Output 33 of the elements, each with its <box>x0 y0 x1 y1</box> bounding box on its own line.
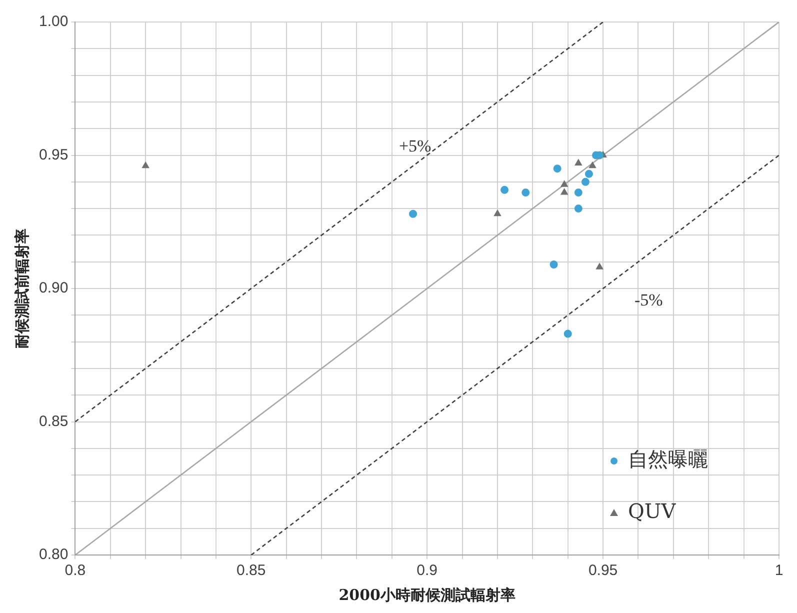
y-axis-title: 耐候測試前輻射率 <box>12 228 31 348</box>
point <box>588 162 596 168</box>
annotation: +5% <box>398 136 432 156</box>
point <box>494 210 502 216</box>
y-tick-label: 0.85 <box>38 412 68 430</box>
y-tick-label: 0.95 <box>38 146 68 164</box>
x-tick-label: 0.85 <box>236 562 266 580</box>
point <box>560 188 568 195</box>
x-axis-title: 2000小時耐候測試輻射率 <box>338 586 516 604</box>
point <box>574 188 582 197</box>
point <box>574 204 582 213</box>
y-tick-label: 1.00 <box>38 13 68 30</box>
point <box>574 159 582 166</box>
point <box>553 164 562 173</box>
point <box>409 210 418 218</box>
point <box>596 263 604 270</box>
legend-label: 自然曝曬 <box>628 447 708 472</box>
x-tick-label: 0.8 <box>64 562 86 580</box>
point <box>581 178 590 186</box>
point <box>550 260 558 269</box>
point <box>560 180 568 187</box>
x-tick-label: 0.95 <box>588 562 618 580</box>
y-tick-label: 0.80 <box>38 546 68 564</box>
legend-label: QUV <box>628 499 676 524</box>
x-tick-label: 0.9 <box>416 562 438 580</box>
x-tick-label: 1 <box>774 562 784 580</box>
point <box>142 162 150 168</box>
point <box>564 330 572 338</box>
point <box>500 186 509 194</box>
point <box>584 170 593 178</box>
annotation: -5% <box>634 290 663 310</box>
point <box>522 188 530 197</box>
y-tick-label: 0.90 <box>38 280 68 297</box>
